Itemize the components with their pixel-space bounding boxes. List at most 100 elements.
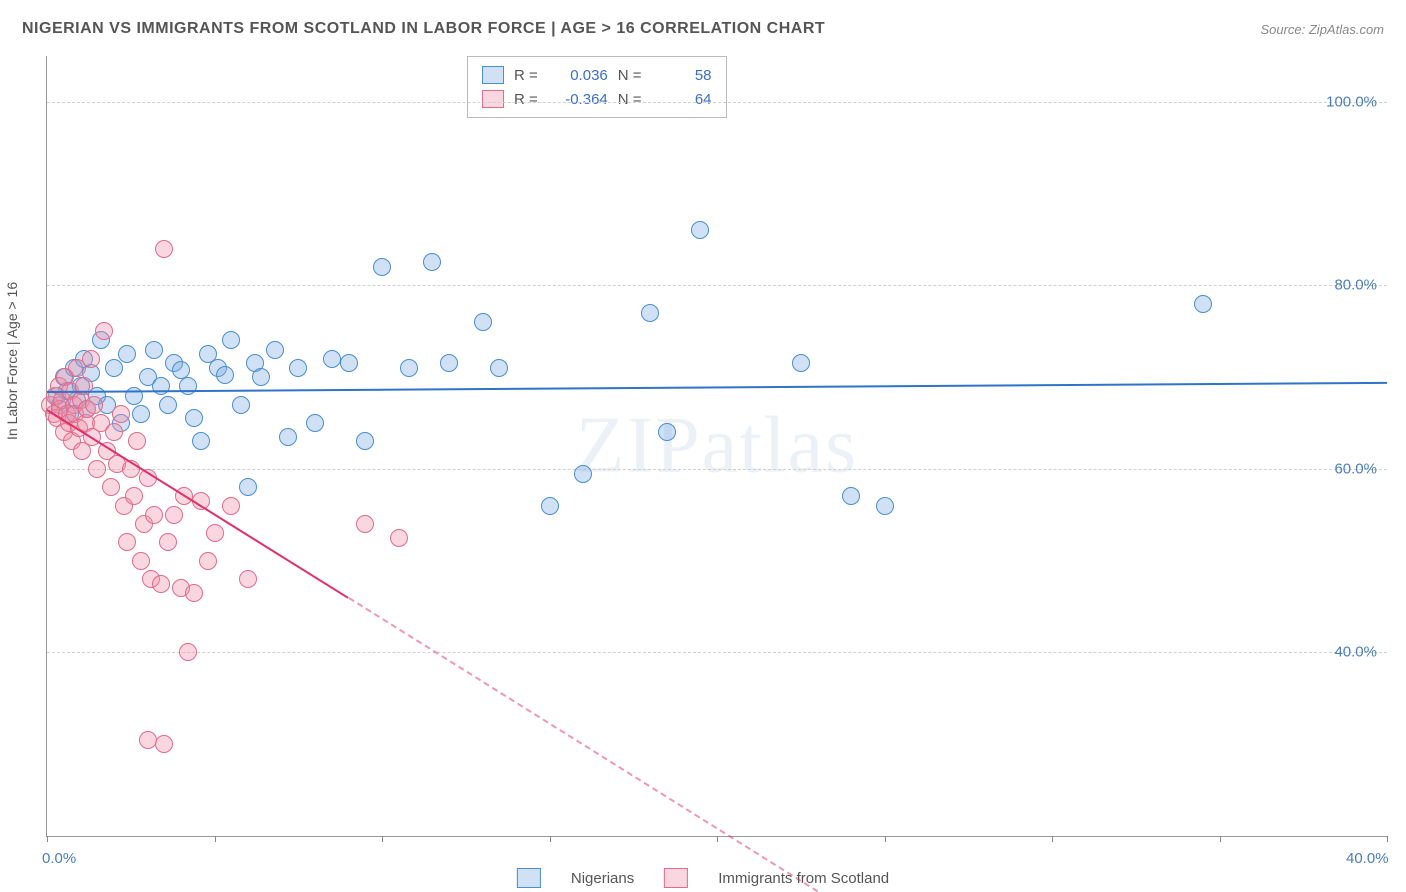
scatter-point [85, 396, 103, 414]
scatter-point [179, 643, 197, 661]
y-tick-label: 40.0% [1334, 644, 1377, 661]
scatter-point [206, 524, 224, 542]
scatter-point [132, 405, 150, 423]
scatter-point [82, 350, 100, 368]
gridline [47, 285, 1387, 286]
scatter-point [842, 487, 860, 505]
scatter-point [541, 497, 559, 515]
source-attribution: Source: ZipAtlas.com [1260, 22, 1384, 37]
scatter-point [185, 409, 203, 427]
scatter-point [152, 575, 170, 593]
x-tick [717, 836, 718, 842]
series-swatch-icon [482, 90, 504, 108]
y-tick-label: 100.0% [1326, 93, 1377, 110]
scatter-point [152, 377, 170, 395]
y-tick-label: 60.0% [1334, 460, 1377, 477]
scatter-point [105, 423, 123, 441]
scatter-point [179, 377, 197, 395]
scatter-point [155, 735, 173, 753]
scatter-point [145, 341, 163, 359]
x-tick [1052, 836, 1053, 842]
scatter-point [239, 478, 257, 496]
stat-r-value: -0.364 [548, 91, 608, 108]
scatter-point [390, 529, 408, 547]
scatter-point [474, 313, 492, 331]
scatter-point [105, 359, 123, 377]
stats-row: R = 0.036 N = 58 [482, 63, 712, 87]
legend-label: Nigerians [571, 870, 634, 887]
x-tick [382, 836, 383, 842]
stat-n-value: 58 [652, 67, 712, 84]
scatter-point [222, 331, 240, 349]
gridline [47, 652, 1387, 653]
scatter-point [95, 322, 113, 340]
scatter-point [279, 428, 297, 446]
trend-line [47, 382, 1387, 393]
stat-r-label: R = [514, 67, 538, 84]
gridline [47, 102, 1387, 103]
y-tick-label: 80.0% [1334, 277, 1377, 294]
stat-n-label: N = [618, 67, 642, 84]
x-tick [1387, 836, 1388, 842]
scatter-point [216, 366, 234, 384]
scatter-chart: ZIPatlas R = 0.036 N = 58 R = -0.364 N =… [46, 56, 1387, 837]
scatter-point [373, 258, 391, 276]
scatter-point [658, 423, 676, 441]
scatter-point [323, 350, 341, 368]
chart-title: NIGERIAN VS IMMIGRANTS FROM SCOTLAND IN … [22, 20, 825, 38]
scatter-point [132, 552, 150, 570]
scatter-point [145, 506, 163, 524]
scatter-point [289, 359, 307, 377]
scatter-point [112, 405, 130, 423]
scatter-point [340, 354, 358, 372]
scatter-point [102, 478, 120, 496]
scatter-point [192, 432, 210, 450]
scatter-point [356, 515, 374, 533]
scatter-point [159, 396, 177, 414]
scatter-point [423, 253, 441, 271]
scatter-point [490, 359, 508, 377]
legend-swatch-icon [517, 868, 541, 888]
stat-n-label: N = [618, 91, 642, 108]
legend-swatch-icon [664, 868, 688, 888]
scatter-point [641, 304, 659, 322]
scatter-point [239, 570, 257, 588]
scatter-point [232, 396, 250, 414]
x-tick [47, 836, 48, 842]
x-end-label: 40.0% [1346, 850, 1389, 867]
gridline [47, 469, 1387, 470]
scatter-point [252, 368, 270, 386]
stat-r-label: R = [514, 91, 538, 108]
x-tick [1220, 836, 1221, 842]
scatter-point [876, 497, 894, 515]
scatter-point [306, 414, 324, 432]
scatter-point [400, 359, 418, 377]
legend-label: Immigrants from Scotland [718, 870, 889, 887]
scatter-point [691, 221, 709, 239]
series-swatch-icon [482, 66, 504, 84]
scatter-point [159, 533, 177, 551]
scatter-point [356, 432, 374, 450]
scatter-point [574, 465, 592, 483]
x-tick [550, 836, 551, 842]
scatter-point [440, 354, 458, 372]
correlation-stats-box: R = 0.036 N = 58 R = -0.364 N = 64 [467, 56, 727, 118]
y-axis-label: In Labor Force | Age > 16 [4, 282, 20, 440]
scatter-point [128, 432, 146, 450]
x-tick [885, 836, 886, 842]
stat-n-value: 64 [652, 91, 712, 108]
trend-line [348, 598, 818, 892]
scatter-point [185, 584, 203, 602]
scatter-point [165, 506, 183, 524]
scatter-point [222, 497, 240, 515]
watermark: ZIPatlas [576, 401, 859, 492]
scatter-point [155, 240, 173, 258]
scatter-point [88, 460, 106, 478]
x-tick [215, 836, 216, 842]
scatter-point [792, 354, 810, 372]
legend: Nigerians Immigrants from Scotland [517, 868, 889, 888]
scatter-point [125, 487, 143, 505]
scatter-point [118, 533, 136, 551]
scatter-point [172, 361, 190, 379]
stat-r-value: 0.036 [548, 67, 608, 84]
